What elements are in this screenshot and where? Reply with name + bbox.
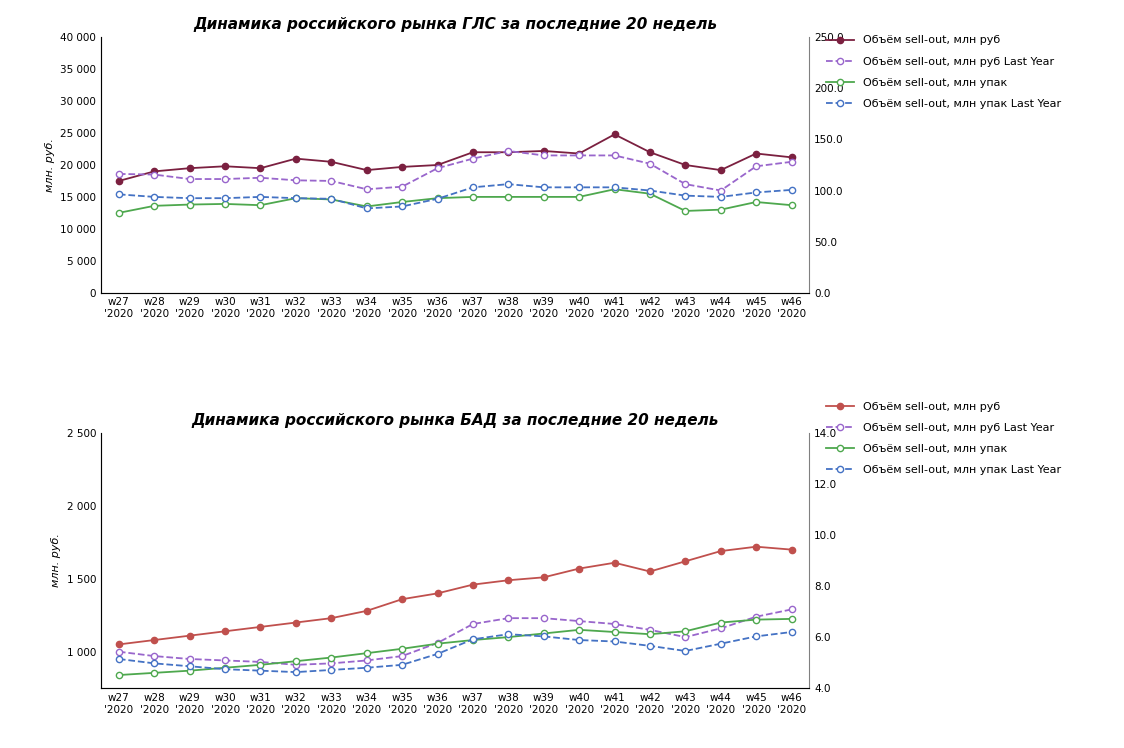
Legend: Объём sell-out, млн руб, Объём sell-out, млн руб Last Year, Объём sell-out, млн : Объём sell-out, млн руб, Объём sell-out,…	[826, 402, 1061, 475]
Y-axis label: млн. руб.: млн. руб.	[52, 533, 61, 587]
Y-axis label: млн. руб.: млн. руб.	[45, 138, 55, 192]
Title: Динамика российского рынка БАД за последние 20 недель: Динамика российского рынка БАД за послед…	[191, 413, 719, 428]
Legend: Объём sell-out, млн руб, Объём sell-out, млн руб Last Year, Объём sell-out, млн : Объём sell-out, млн руб, Объём sell-out,…	[826, 35, 1061, 108]
Title: Динамика российского рынка ГЛС за последние 20 недель: Динамика российского рынка ГЛС за послед…	[193, 17, 717, 32]
